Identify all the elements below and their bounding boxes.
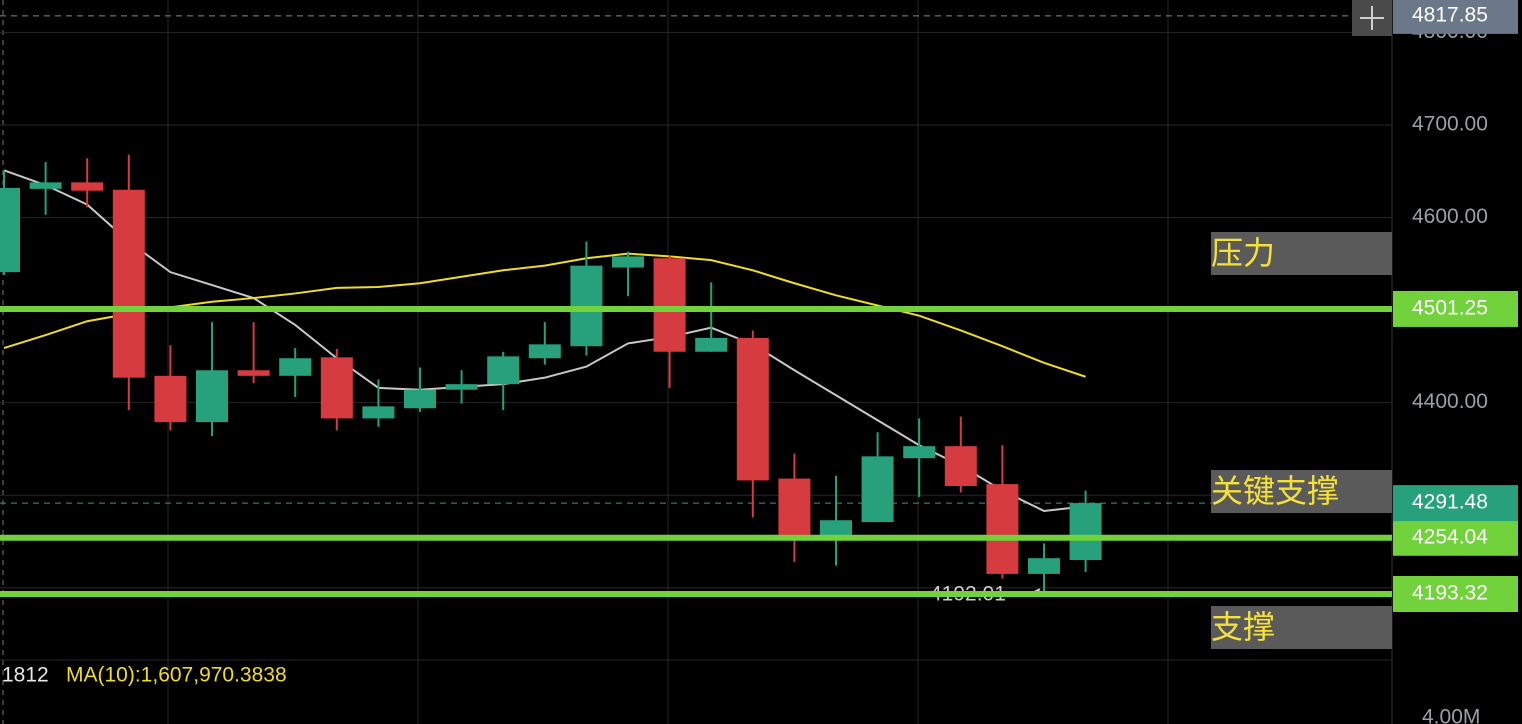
candle-body <box>29 182 62 189</box>
candle-body <box>944 446 977 486</box>
candle-body <box>320 357 353 419</box>
candle-body <box>112 189 145 378</box>
price-tag <box>1393 290 1518 327</box>
volume-ma: MA(10):1,607,970.3838 <box>66 664 287 687</box>
candle-body <box>528 344 561 359</box>
ma-line <box>3 252 1086 378</box>
candle-body <box>196 370 228 423</box>
grid <box>0 0 1392 724</box>
annotation-text: 支撑 <box>1211 609 1275 645</box>
candle-body <box>71 182 104 191</box>
volume-value: 1812 <box>2 664 49 687</box>
candle-body <box>861 456 894 523</box>
y-tick-label: 4700.00 <box>1412 113 1488 136</box>
candle-body <box>570 265 603 347</box>
candle-body <box>612 256 644 268</box>
price-tag-label: 4254.04 <box>1412 525 1488 548</box>
candle-body <box>653 258 686 352</box>
price-tag-label: 4501.25 <box>1412 296 1488 319</box>
candle-body <box>903 446 936 459</box>
y-tick-label: 4600.00 <box>1412 205 1488 228</box>
y-tick-label: 4400.00 <box>1412 390 1488 413</box>
price-tag-label: 4291.48 <box>1412 491 1488 514</box>
candle-body <box>1069 503 1102 561</box>
volume-tick: 4.00M <box>1422 706 1480 724</box>
candle-body <box>778 478 811 536</box>
candle-body <box>445 384 478 390</box>
annotation-box <box>1211 606 1392 649</box>
candle-body <box>0 187 20 273</box>
candle-body <box>695 337 728 352</box>
price-tag-label: 4193.32 <box>1412 582 1488 605</box>
candle-body <box>820 520 852 536</box>
candle-body <box>986 484 1019 574</box>
price-tag <box>1393 485 1518 522</box>
candle-body <box>362 406 395 419</box>
candle-body <box>154 375 187 423</box>
annotation-text: 关键支撑 <box>1211 473 1339 509</box>
price-tag <box>1393 575 1518 612</box>
ma-line <box>3 169 1086 512</box>
price-tag <box>1393 0 1518 34</box>
annotation-box <box>1211 232 1392 275</box>
candle-body <box>237 370 270 376</box>
candle-body <box>279 358 312 376</box>
annotation-text: 压力 <box>1211 235 1275 271</box>
candle-body <box>404 389 436 409</box>
price-tag <box>1393 519 1518 556</box>
price-tag-label: 4817.85 <box>1412 3 1488 26</box>
candle-body <box>736 337 769 481</box>
candle-body <box>487 356 520 385</box>
annotation-box <box>1211 470 1392 513</box>
candle-body <box>1028 558 1060 574</box>
add-icon <box>1360 6 1384 30</box>
